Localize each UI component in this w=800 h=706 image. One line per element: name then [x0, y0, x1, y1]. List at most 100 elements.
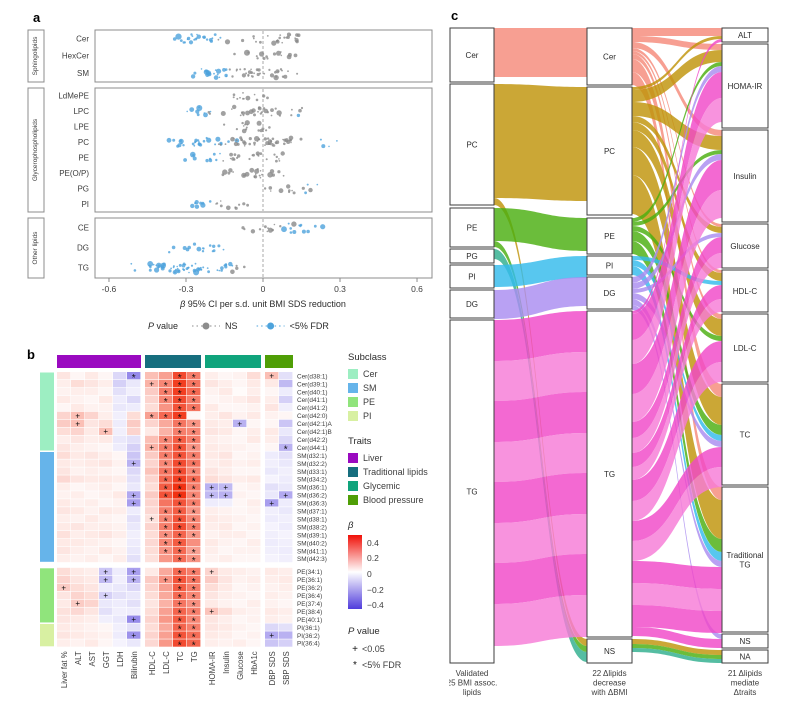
heatmap-cell	[113, 372, 127, 380]
data-point	[253, 175, 256, 178]
data-point	[275, 69, 280, 74]
heatmap-cell	[187, 467, 201, 475]
sig-star-icon: *	[178, 492, 182, 503]
heatmap-column-label: Liver fat %	[60, 651, 69, 688]
data-point	[288, 189, 291, 192]
data-point	[276, 110, 282, 116]
sig-star-icon: *	[192, 585, 196, 596]
sankey-flow-TG-to-LDL	[632, 362, 722, 521]
sig-plus-icon: +	[269, 631, 274, 640]
heatmap-cell	[247, 372, 261, 380]
heatmap-cell	[205, 531, 219, 539]
sig-star-icon: *	[192, 641, 196, 652]
sig-star-icon: *	[178, 609, 182, 620]
sankey-node-label: DG	[466, 300, 478, 309]
heatmap-cell	[99, 475, 113, 483]
heatmap-cell	[57, 411, 71, 420]
heatmap-cell	[57, 575, 71, 584]
heatmap-cell	[127, 531, 141, 539]
data-point	[279, 51, 282, 53]
data-point	[248, 137, 252, 141]
sankey-flow-Cer-to-Glucose	[632, 48, 722, 227]
sankey-flow-PI-to-PI	[494, 256, 587, 287]
data-point	[234, 206, 238, 210]
sig-plus-icon: +	[75, 419, 80, 428]
data-point	[196, 34, 201, 39]
data-point	[202, 36, 204, 38]
sig-star-icon: *	[192, 625, 196, 636]
panel-a: Sphingolipids Cer HexCer SM Glycerophospholi…	[0, 0, 450, 345]
heatmap-cell	[205, 538, 219, 547]
heatmap-cell	[57, 554, 71, 563]
subclass-legend-title: Subclass	[348, 352, 387, 363]
heatmap-cell	[127, 583, 141, 592]
sig-star-icon: *	[192, 381, 196, 392]
heatmap-cell	[113, 467, 127, 475]
data-point	[306, 229, 310, 234]
heatmap-cell	[57, 599, 71, 607]
heatmap-cell	[85, 395, 99, 404]
data-point	[227, 171, 231, 175]
data-point	[176, 144, 180, 148]
data-point	[213, 75, 219, 80]
data-point	[197, 142, 201, 146]
heatmap-cell	[99, 387, 113, 396]
heatmap-column-label: HOMA-IR	[208, 651, 217, 685]
data-point	[287, 70, 289, 73]
heatmap-cell	[205, 411, 219, 420]
heatmap-cell	[113, 615, 127, 623]
data-point	[208, 244, 212, 247]
data-point	[272, 52, 277, 56]
heatmap-cell	[219, 507, 233, 515]
data-point	[193, 269, 200, 276]
heatmap-column-label: Bilirubin	[130, 651, 139, 679]
data-point	[206, 267, 209, 269]
sig-star-icon: *	[164, 413, 168, 424]
data-point	[271, 40, 277, 46]
sig-star-icon: *	[192, 516, 196, 527]
heatmap-cell	[159, 546, 173, 555]
heatmap-row-label: SM(d36:3)	[297, 501, 327, 508]
heatmap-cell	[99, 379, 113, 388]
heatmap-row-label: Cer(d39:1)	[297, 381, 328, 388]
heatmap-cell	[113, 491, 127, 499]
heatmap-cell	[159, 372, 173, 380]
heatmap-row-label: PI(36:1)	[297, 625, 320, 632]
data-point	[295, 33, 299, 37]
trait-group-bar	[57, 355, 141, 368]
heatmap-cell	[173, 475, 187, 483]
heatmap-cell	[173, 395, 187, 404]
data-point	[190, 74, 196, 79]
heatmap-row-label: SM(d34:2)	[297, 477, 327, 484]
data-point	[283, 142, 286, 146]
heatmap-cell	[127, 459, 141, 467]
heatmap-cell	[205, 419, 219, 428]
sig-plus-icon: +	[149, 443, 154, 452]
sm-swatch-icon	[348, 383, 358, 393]
heatmap-cell	[113, 379, 127, 388]
heatmap-cell	[279, 419, 293, 428]
heatmap-cell	[71, 387, 85, 396]
heatmap-cell	[85, 639, 99, 647]
sig-star-icon: *	[164, 516, 168, 527]
heatmap-column-label: Insulin	[222, 651, 231, 674]
heatmap-cell	[159, 435, 173, 443]
heatmap-cell	[127, 427, 141, 435]
data-point	[224, 143, 227, 146]
lipid-group-label: Other lipids	[32, 231, 39, 265]
heatmap-cell	[187, 639, 201, 647]
panel-a-chart: Sphingolipids Cer HexCer SM Glycerophospholi…	[27, 29, 433, 331]
data-point	[235, 139, 238, 142]
data-point	[263, 137, 267, 141]
heatmap-cell	[219, 639, 233, 647]
heatmap-cell	[279, 411, 293, 420]
heatmap-cell	[187, 546, 201, 555]
sig-plus-icon: +	[103, 427, 108, 436]
sankey-node-label: Glucose	[730, 242, 760, 251]
legend-label: Liver	[363, 453, 383, 463]
heatmap-cell	[233, 395, 247, 404]
heatmap-cell	[279, 395, 293, 404]
heatmap-cell	[187, 403, 201, 412]
heatmap-cell	[233, 499, 247, 507]
heatmap-cell	[279, 483, 293, 491]
